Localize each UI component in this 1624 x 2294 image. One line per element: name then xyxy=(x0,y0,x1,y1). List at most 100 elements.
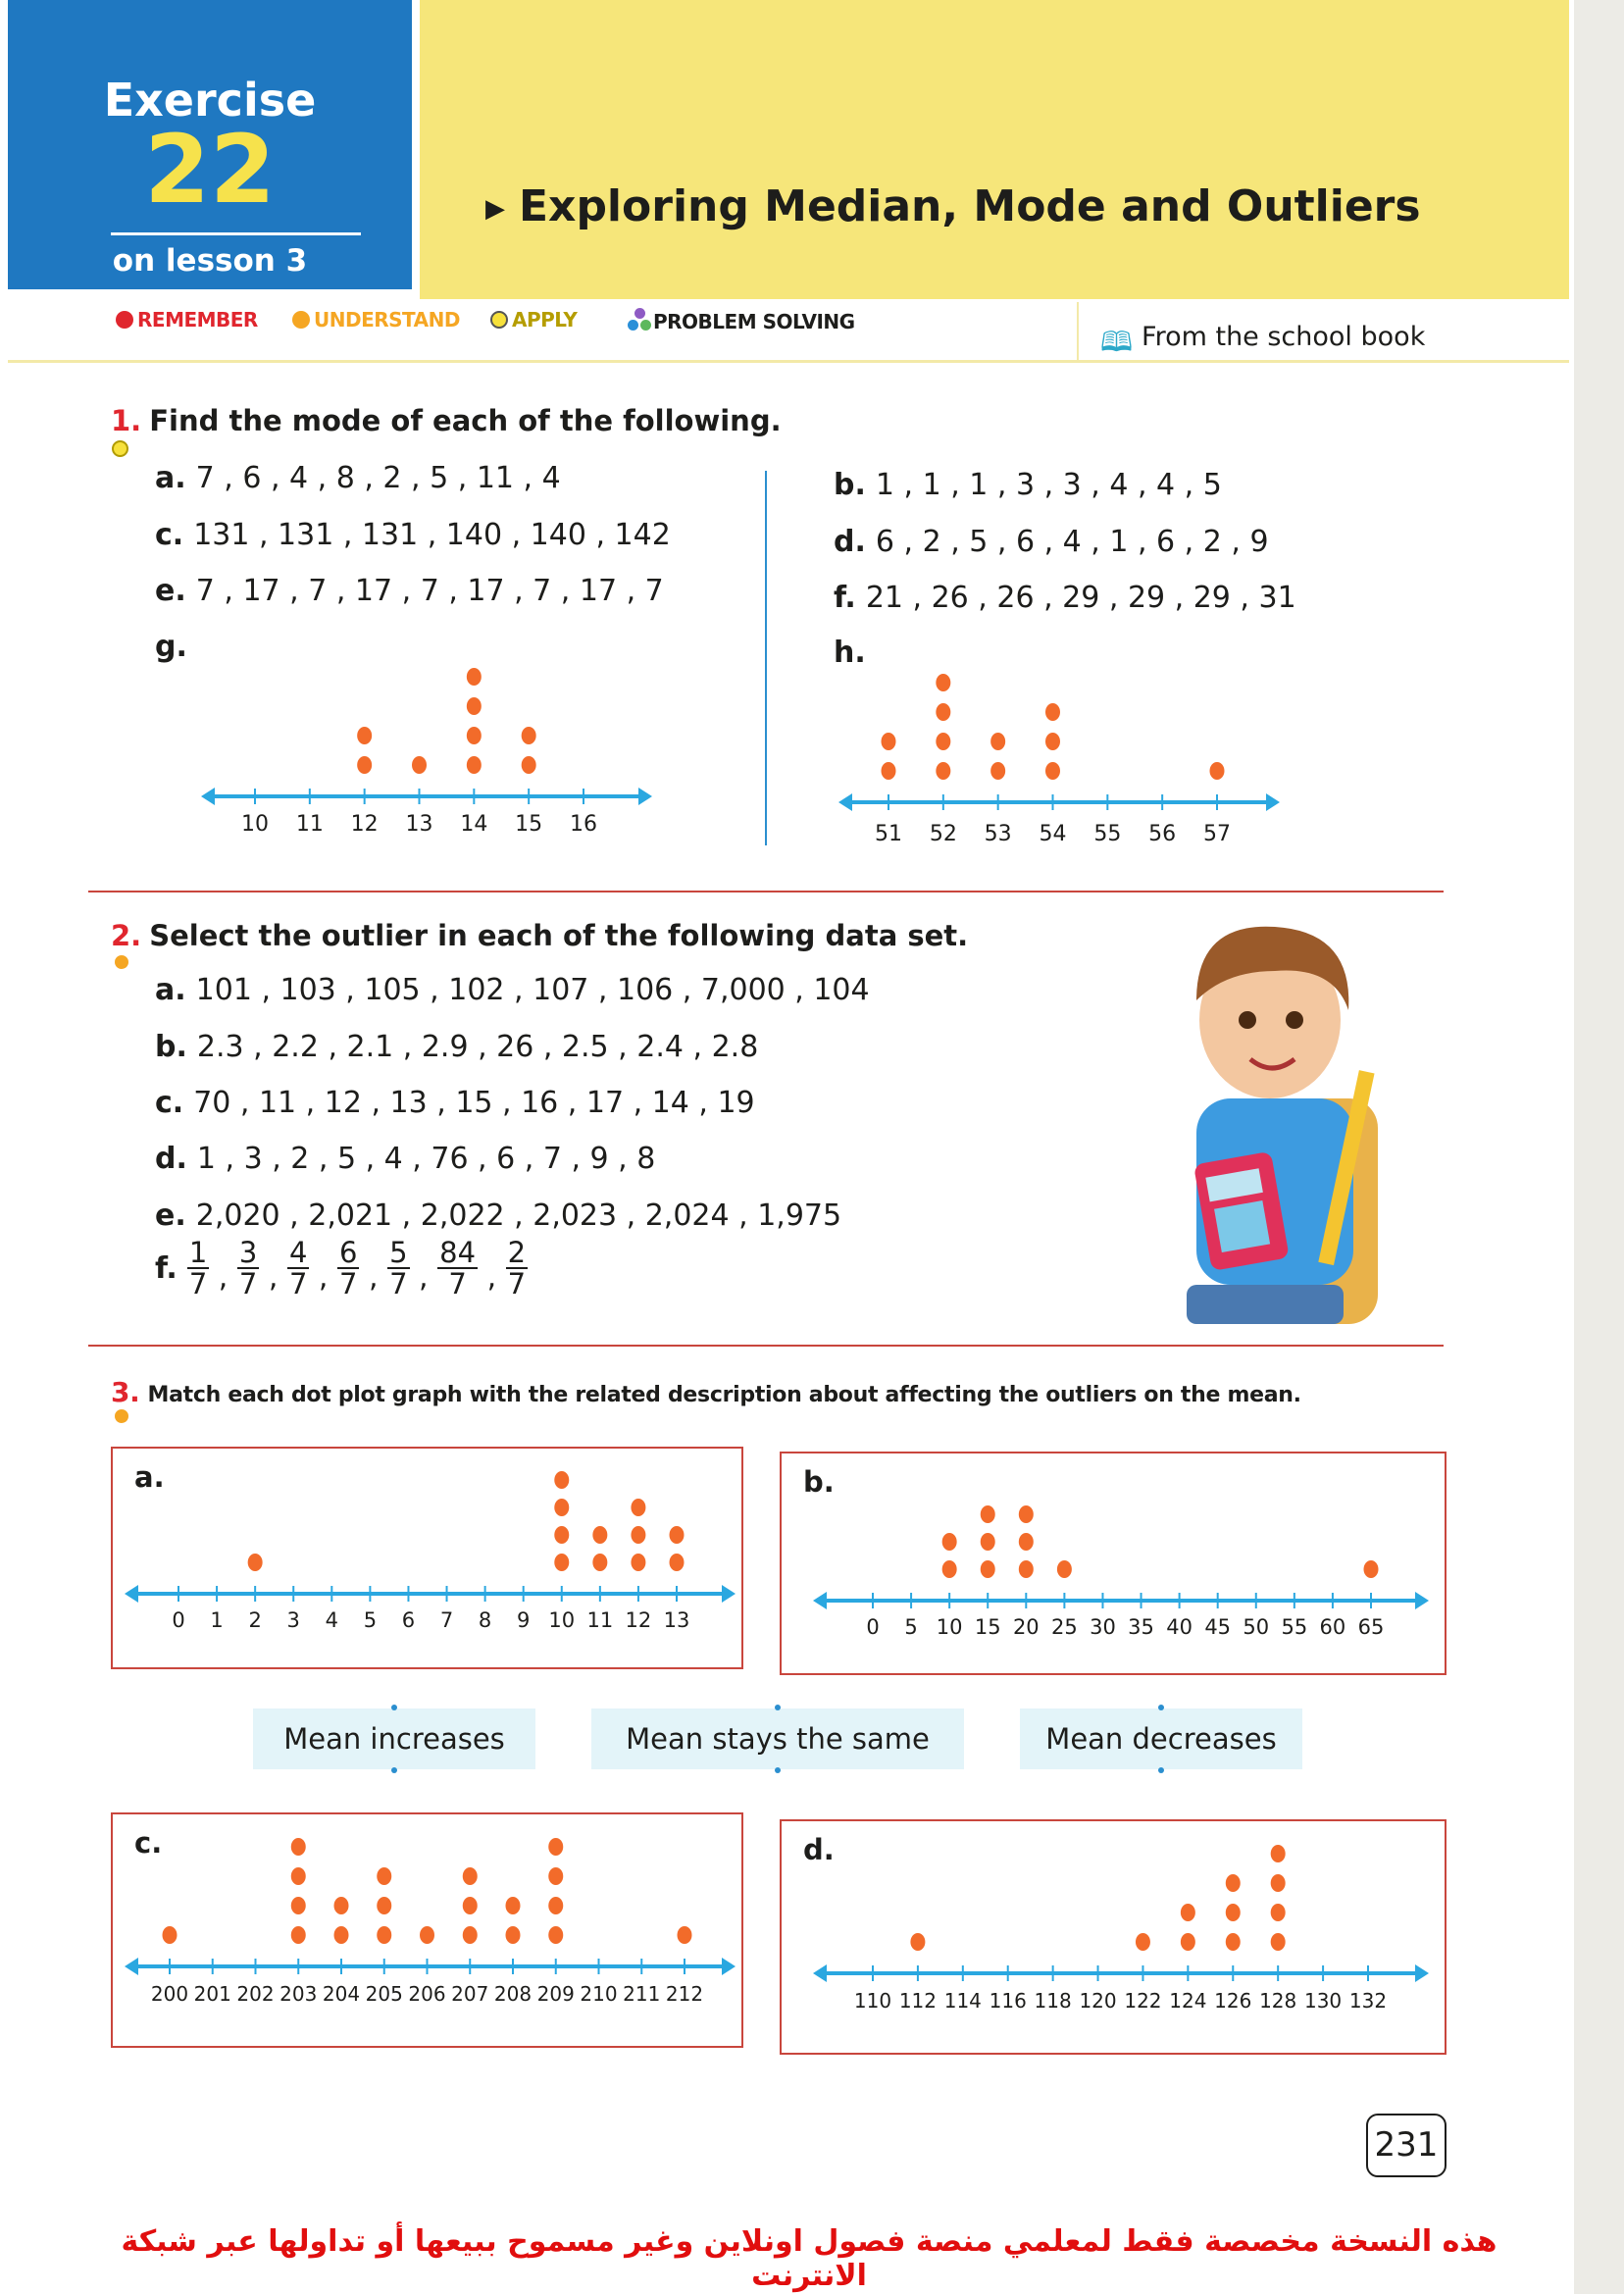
orange-dot-icon xyxy=(292,311,310,329)
data-dot xyxy=(162,1926,178,1944)
tick-label: 124 xyxy=(1169,1989,1206,2013)
q1-item-e: e. 7 , 17 , 7 , 17 , 7 , 17 , 7 , 17 , 7 xyxy=(155,574,664,608)
data-dot xyxy=(548,1926,564,1944)
data-dot xyxy=(290,1926,306,1944)
tick-label: 2 xyxy=(248,1608,261,1632)
tick-label: 54 xyxy=(1040,822,1067,846)
data-dot xyxy=(290,1867,306,1885)
data-dot xyxy=(936,703,951,721)
data-dot xyxy=(333,1897,349,1914)
tick-label: 200 xyxy=(151,1982,188,2006)
tick-label: 3 xyxy=(287,1608,300,1632)
graph-b-box[interactable]: b. 0 5 10 15 20 25 30 35 40 45 50 55 60 65 xyxy=(780,1452,1446,1675)
q1-item-g: g. xyxy=(155,630,187,664)
data-dot xyxy=(1045,762,1060,780)
option-mean-decreases[interactable]: Mean decreases xyxy=(1020,1705,1302,1773)
data-dot xyxy=(980,1533,995,1551)
comma: , xyxy=(309,1259,337,1295)
data-dot xyxy=(554,1526,570,1544)
graph-c-box[interactable]: c. 200 201 202 203 204 205 206 207 208 209 210 211 21… xyxy=(111,1812,743,2048)
understand-level-dot-icon xyxy=(115,955,128,969)
data-dot xyxy=(466,697,482,715)
tick-label: 12 xyxy=(351,812,379,837)
dot-plot-h: 51 52 53 54 55 56 57 xyxy=(838,674,1280,846)
comma: , xyxy=(259,1259,287,1295)
tick-label: 25 xyxy=(1051,1615,1078,1639)
q1-item-h: h. xyxy=(834,636,866,670)
tick-label: 56 xyxy=(1148,822,1176,846)
option-mean-increases[interactable]: Mean increases xyxy=(253,1705,535,1773)
tick-label: 0 xyxy=(172,1608,184,1632)
q2-item-d: d. 1 , 3 , 2 , 5 , 4 , 76 , 6 , 7 , 9 , 8 xyxy=(155,1142,656,1176)
data-dot xyxy=(910,1933,926,1951)
section-divider xyxy=(88,891,1444,892)
data-dot xyxy=(462,1897,478,1914)
data-dot xyxy=(554,1471,570,1489)
data-dot xyxy=(377,1926,392,1944)
tick-label: 210 xyxy=(580,1982,617,2006)
q1-item-f: f. 21 , 26 , 26 , 29 , 29 , 29 , 31 xyxy=(834,581,1296,615)
tick-label: 16 xyxy=(570,812,597,837)
section-divider xyxy=(88,1345,1444,1347)
data-dot xyxy=(881,762,896,780)
data-dot xyxy=(1018,1560,1034,1578)
data-dot xyxy=(1056,1560,1072,1578)
question-1-heading: 1. Find the mode of each of the following… xyxy=(111,404,782,437)
option-mean-stays-same[interactable]: Mean stays the same xyxy=(591,1705,964,1773)
play-triangle-icon: ▶ xyxy=(485,194,505,224)
graph-b-label: b. xyxy=(803,1465,835,1499)
graph-c-label: c. xyxy=(134,1826,163,1860)
data-dot xyxy=(1045,703,1060,721)
data-dot xyxy=(1270,1933,1286,1951)
data-dot xyxy=(1045,733,1060,750)
data-dot xyxy=(548,1867,564,1885)
tick-label: 118 xyxy=(1035,1989,1072,2013)
data-dot xyxy=(936,733,951,750)
fraction: 84 7 xyxy=(437,1236,479,1301)
tick-label: 57 xyxy=(1203,822,1231,846)
data-dot xyxy=(420,1926,434,1944)
tick-label: 40 xyxy=(1166,1615,1193,1639)
tick-label: 4 xyxy=(326,1608,338,1632)
question-3-heading: 3. Match each dot plot graph with the rel… xyxy=(111,1376,1301,1408)
comma: , xyxy=(359,1259,388,1295)
tick-label: 55 xyxy=(1281,1615,1307,1639)
page-edge xyxy=(1574,0,1624,2294)
legend-understand: UNDERSTAND xyxy=(292,308,460,331)
data-dot xyxy=(290,1897,306,1914)
graph-d-label: d. xyxy=(803,1833,835,1866)
school-book-note: 🕮 From the school book xyxy=(1077,302,1567,363)
data-dot xyxy=(462,1867,478,1885)
tick-label: 15 xyxy=(515,812,542,837)
tick-label: 208 xyxy=(494,1982,532,2006)
tick-label: 110 xyxy=(854,1989,891,2013)
graph-d-box[interactable]: d. 110 112 114 116 118 120 122 124 126 128 130 132 xyxy=(780,1819,1446,2055)
arrow-left-icon xyxy=(838,793,852,811)
tick-label: 203 xyxy=(279,1982,317,2006)
tick-label: 11 xyxy=(296,812,324,837)
arrow-right-icon xyxy=(1415,1964,1429,1982)
data-dot xyxy=(505,1926,521,1944)
tick-label: 114 xyxy=(944,1989,982,2013)
data-dot xyxy=(669,1554,685,1571)
tick-label: 60 xyxy=(1320,1615,1346,1639)
tick-label: 10 xyxy=(548,1608,575,1632)
q1-item-d: d. 6 , 2 , 5 , 6 , 4 , 1 , 6 , 2 , 9 xyxy=(834,525,1269,559)
data-dot xyxy=(357,756,373,774)
tick-label: 51 xyxy=(875,822,902,846)
tick-label: 211 xyxy=(623,1982,660,2006)
tick-label: 202 xyxy=(236,1982,274,2006)
tick-label: 116 xyxy=(990,1989,1027,2013)
data-dot xyxy=(1225,1904,1241,1921)
level-legend xyxy=(8,299,1569,363)
tick-label: 65 xyxy=(1358,1615,1385,1639)
data-dot xyxy=(1018,1533,1034,1551)
graph-a-box[interactable]: a. 0 1 2 3 4 5 6 7 8 9 10 11 12 13 xyxy=(111,1447,743,1669)
data-dot xyxy=(466,756,482,774)
tick-label: 10 xyxy=(937,1615,963,1639)
lesson-label: on lesson 3 xyxy=(112,243,308,279)
